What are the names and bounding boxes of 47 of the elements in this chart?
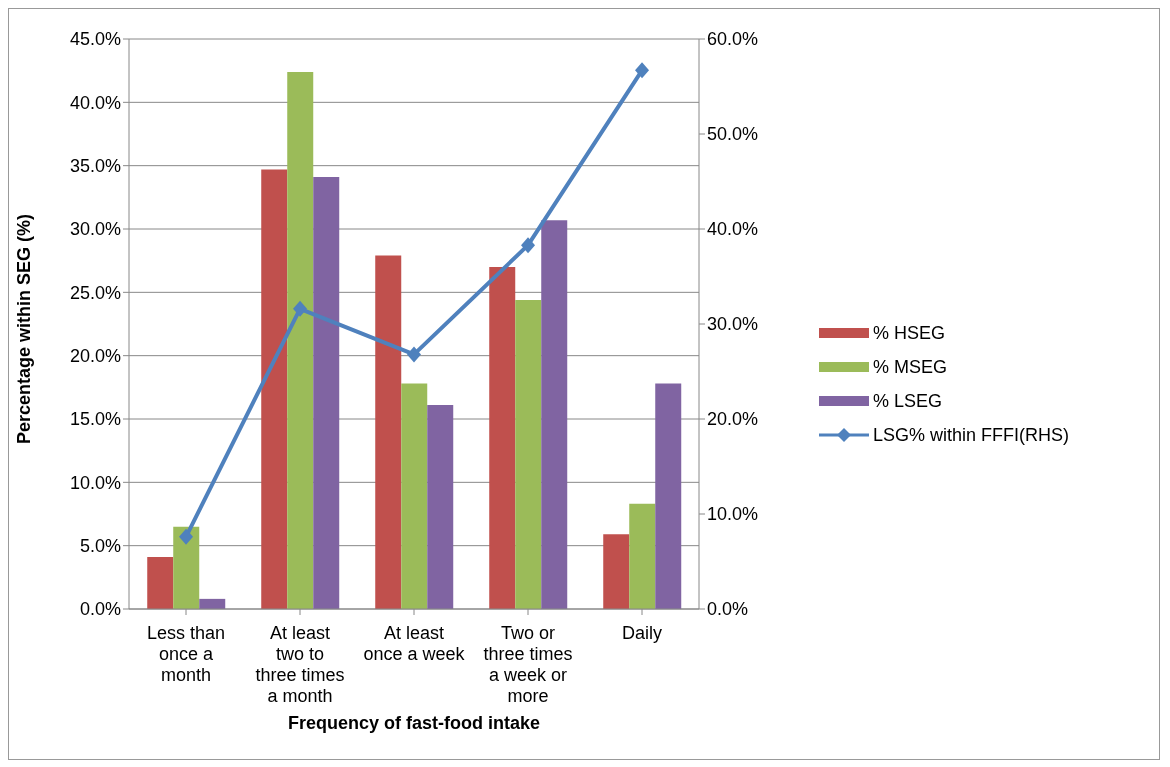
bar	[147, 557, 174, 609]
bar	[655, 383, 682, 609]
y-tick-label: 45.0%	[69, 29, 121, 50]
bar	[261, 169, 288, 609]
point	[179, 528, 193, 545]
legend-label: % MSEG	[873, 356, 948, 378]
y-tick-label: 20.0%	[69, 346, 121, 367]
y-tick-label: 25.0%	[69, 282, 121, 303]
bar	[603, 534, 630, 609]
bar	[375, 255, 402, 609]
y2-tick-label: 50.0%	[707, 124, 759, 145]
x-axis-title: Frequency of fast-food intake	[287, 713, 541, 733]
y2-tick-label: 60.0%	[707, 29, 759, 50]
y-tick-label: 0.0%	[79, 599, 121, 620]
x-tick-label: Daily	[621, 623, 663, 643]
bar	[427, 405, 454, 609]
point	[635, 62, 649, 79]
bar	[287, 71, 314, 609]
y-tick-label: 40.0%	[69, 92, 121, 113]
legend-label: % HSEG	[873, 322, 946, 344]
y2-tick-label: 30.0%	[707, 314, 759, 335]
bar	[401, 383, 428, 609]
x-tick-label: At least once a week	[363, 623, 466, 664]
x-tick-label: Two or three times a week or more	[483, 623, 573, 706]
y-tick-label: 35.0%	[69, 156, 121, 177]
y2-tick-label: 20.0%	[707, 409, 759, 430]
point	[293, 300, 307, 317]
bar	[541, 220, 568, 609]
y-tick-label: 30.0%	[69, 219, 121, 240]
bar	[515, 299, 542, 609]
bar	[173, 526, 200, 609]
bar	[489, 267, 516, 609]
x-tick-label: At least two to three times a month	[255, 623, 345, 706]
x-tick-label: Less than once a month	[146, 623, 226, 685]
point	[521, 237, 535, 254]
y2-tick-label: 40.0%	[707, 219, 759, 240]
bar	[629, 503, 656, 609]
legend-label: LSG% within FFFI(RHS)	[873, 424, 1070, 446]
y2-tick-label: 10.0%	[707, 504, 759, 525]
y-tick-label: 5.0%	[79, 536, 121, 557]
y-axis-title: Percentage within SEG (%)	[14, 213, 35, 444]
y2-tick-label: 0.0%	[707, 599, 749, 620]
y-tick-label: 10.0%	[69, 472, 121, 493]
y-tick-label: 15.0%	[69, 409, 121, 430]
point	[407, 346, 421, 363]
bar	[313, 177, 340, 609]
legend-label: % LSEG	[873, 390, 943, 412]
